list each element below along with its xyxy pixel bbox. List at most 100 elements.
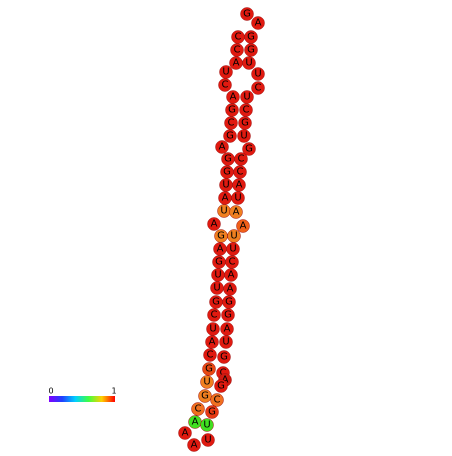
- nucleotide-label: U: [222, 67, 229, 78]
- nucleotide-label: A: [230, 92, 237, 103]
- nucleotide-label: C: [255, 83, 262, 94]
- nucleotide-label: C: [222, 80, 229, 91]
- nucleotide: [198, 389, 212, 403]
- nucleotide-label: U: [213, 283, 220, 294]
- nucleotide-label: G: [217, 381, 225, 392]
- nucleotide: [240, 7, 254, 21]
- nucleotide: [224, 268, 238, 282]
- nucleotide-label: C: [229, 257, 236, 268]
- nucleotide-label: G: [208, 407, 216, 418]
- nucleotide-label: C: [228, 118, 235, 129]
- nucleotide-label: A: [236, 180, 243, 191]
- nucleotide-label: G: [225, 297, 233, 308]
- nucleotide: [251, 16, 265, 30]
- nucleotide-label: U: [230, 231, 237, 242]
- nucleotide-label: G: [241, 118, 249, 129]
- nucleotide-label: U: [203, 377, 210, 388]
- nucleotide-label: C: [214, 395, 221, 406]
- nucleotide: [203, 348, 217, 362]
- nucleotide-label: A: [233, 58, 240, 69]
- nucleotide-label: A: [222, 193, 229, 204]
- nucleotide-label: G: [217, 231, 225, 242]
- nucleotide-label: A: [219, 142, 226, 153]
- nucleotide-label: G: [228, 105, 236, 116]
- nucleotide: [218, 78, 232, 92]
- nucleotide-label: U: [234, 193, 241, 204]
- nucleotide-label: U: [222, 337, 229, 348]
- nucleotide: [205, 335, 219, 349]
- nucleotide-label: U: [245, 58, 252, 69]
- nucleotide: [200, 418, 214, 432]
- nucleotide-label: A: [240, 221, 247, 232]
- nucleotide: [237, 129, 251, 143]
- nucleotide-label: C: [207, 350, 214, 361]
- nucleotide-label: G: [226, 131, 234, 142]
- nucleotide-label: A: [182, 428, 189, 439]
- nucleotide: [221, 308, 235, 322]
- nucleotide-label: G: [223, 167, 231, 178]
- nucleotide-label: A: [228, 270, 235, 281]
- nucleotide-label: C: [220, 368, 227, 379]
- nucleotide: [215, 140, 229, 154]
- nucleotide: [191, 402, 205, 416]
- nucleotide: [223, 129, 237, 143]
- nucleotide: [242, 142, 256, 156]
- nucleotide: [219, 335, 233, 349]
- nucleotide-label: G: [205, 364, 213, 375]
- nucleotide: [201, 433, 215, 447]
- nucleotide-label: U: [220, 206, 227, 217]
- nucleotide-label: U: [214, 270, 221, 281]
- nucleotide: [202, 362, 216, 376]
- nucleotide: [207, 217, 221, 231]
- nucleotide-label: A: [192, 417, 199, 428]
- nucleotide: [236, 219, 250, 233]
- colorbar-min: 0: [48, 387, 53, 396]
- nucleotide: [251, 81, 265, 95]
- nucleotide-label: U: [222, 180, 229, 191]
- nucleotide-label: G: [247, 32, 255, 43]
- nucleotide-label: G: [224, 154, 232, 165]
- nucleotide: [207, 308, 221, 322]
- nucleotide: [200, 375, 214, 389]
- nucleotide: [251, 67, 265, 81]
- nucleotide-label: A: [209, 337, 216, 348]
- nucleotide-label: C: [238, 154, 245, 165]
- nucleotide-label: C: [195, 404, 202, 415]
- nucleotide-label: A: [217, 244, 224, 255]
- nucleotide-label: U: [203, 420, 210, 431]
- nucleotide-label: A: [222, 375, 229, 386]
- nucleotide-label: U: [243, 92, 250, 103]
- nucleotide-label: U: [204, 435, 211, 446]
- nucleotide-label: U: [240, 131, 247, 142]
- nucleotide: [242, 56, 256, 70]
- colorbar-max: 1: [111, 387, 116, 396]
- nucleotide-label: A: [224, 324, 231, 335]
- nucleotide-label: A: [211, 219, 218, 230]
- nucleotide: [217, 350, 231, 364]
- nucleotide-label: A: [255, 18, 262, 29]
- nucleotide-label: C: [211, 310, 218, 321]
- nucleotide: [205, 405, 219, 419]
- nucleotide-label: G: [220, 352, 228, 363]
- nucleotide: [214, 379, 228, 393]
- nucleotide-label: C: [234, 45, 241, 56]
- nucleotide-label: U: [209, 324, 216, 335]
- nucleotide-label: C: [243, 105, 250, 116]
- nucleotide-label: A: [227, 284, 234, 295]
- colorbar: [49, 396, 115, 402]
- nucleotide-label: G: [212, 297, 220, 308]
- nucleotide-label: G: [224, 310, 232, 321]
- nucleotide: [229, 205, 243, 219]
- nucleotide-label: A: [233, 207, 240, 218]
- nucleotide: [231, 191, 245, 205]
- nucleotide-label: G: [245, 144, 253, 155]
- nucleotide: [244, 43, 258, 57]
- nucleotide-label: U: [229, 244, 236, 255]
- nucleotide-label: A: [191, 440, 198, 451]
- nucleotide: [210, 393, 224, 407]
- nucleotide-label: G: [243, 9, 251, 20]
- nucleotide-label: G: [201, 391, 209, 402]
- nucleotide-label: G: [215, 257, 223, 268]
